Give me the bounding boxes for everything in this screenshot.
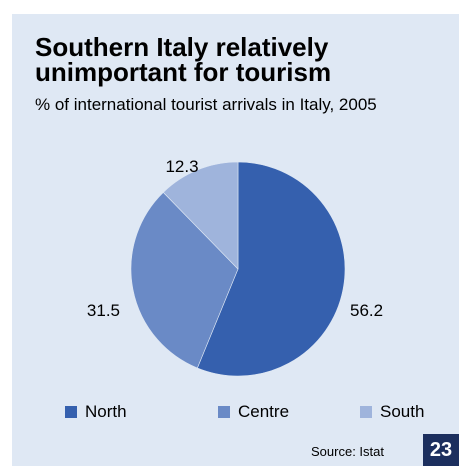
- page-number: 23: [423, 434, 459, 466]
- legend-item-centre: Centre: [218, 400, 289, 424]
- legend-label-north: North: [85, 402, 127, 421]
- legend-swatch-centre: [218, 406, 230, 418]
- legend-swatch-north: [65, 406, 77, 418]
- source-note: Source: Istat: [311, 444, 384, 459]
- legend-item-north: North: [65, 400, 127, 424]
- legend-label-centre: Centre: [238, 402, 290, 421]
- chart-legend: North Centre South: [35, 400, 435, 424]
- legend-item-south: South: [360, 400, 424, 424]
- data-label-centre: 31.5: [87, 301, 120, 320]
- chart-subtitle: % of international tourist arrivals in I…: [35, 95, 377, 114]
- data-label-north: 56.2: [350, 301, 383, 320]
- chart-title: Southern Italy relatively unimportant fo…: [35, 32, 332, 87]
- legend-swatch-south: [360, 406, 372, 418]
- pie-slice-centre: [130, 191, 239, 369]
- data-label-south: 12.3: [165, 157, 198, 176]
- legend-label-south: South: [380, 402, 425, 421]
- pie-slice-north: [196, 161, 346, 377]
- pie-slice-south: [162, 161, 239, 270]
